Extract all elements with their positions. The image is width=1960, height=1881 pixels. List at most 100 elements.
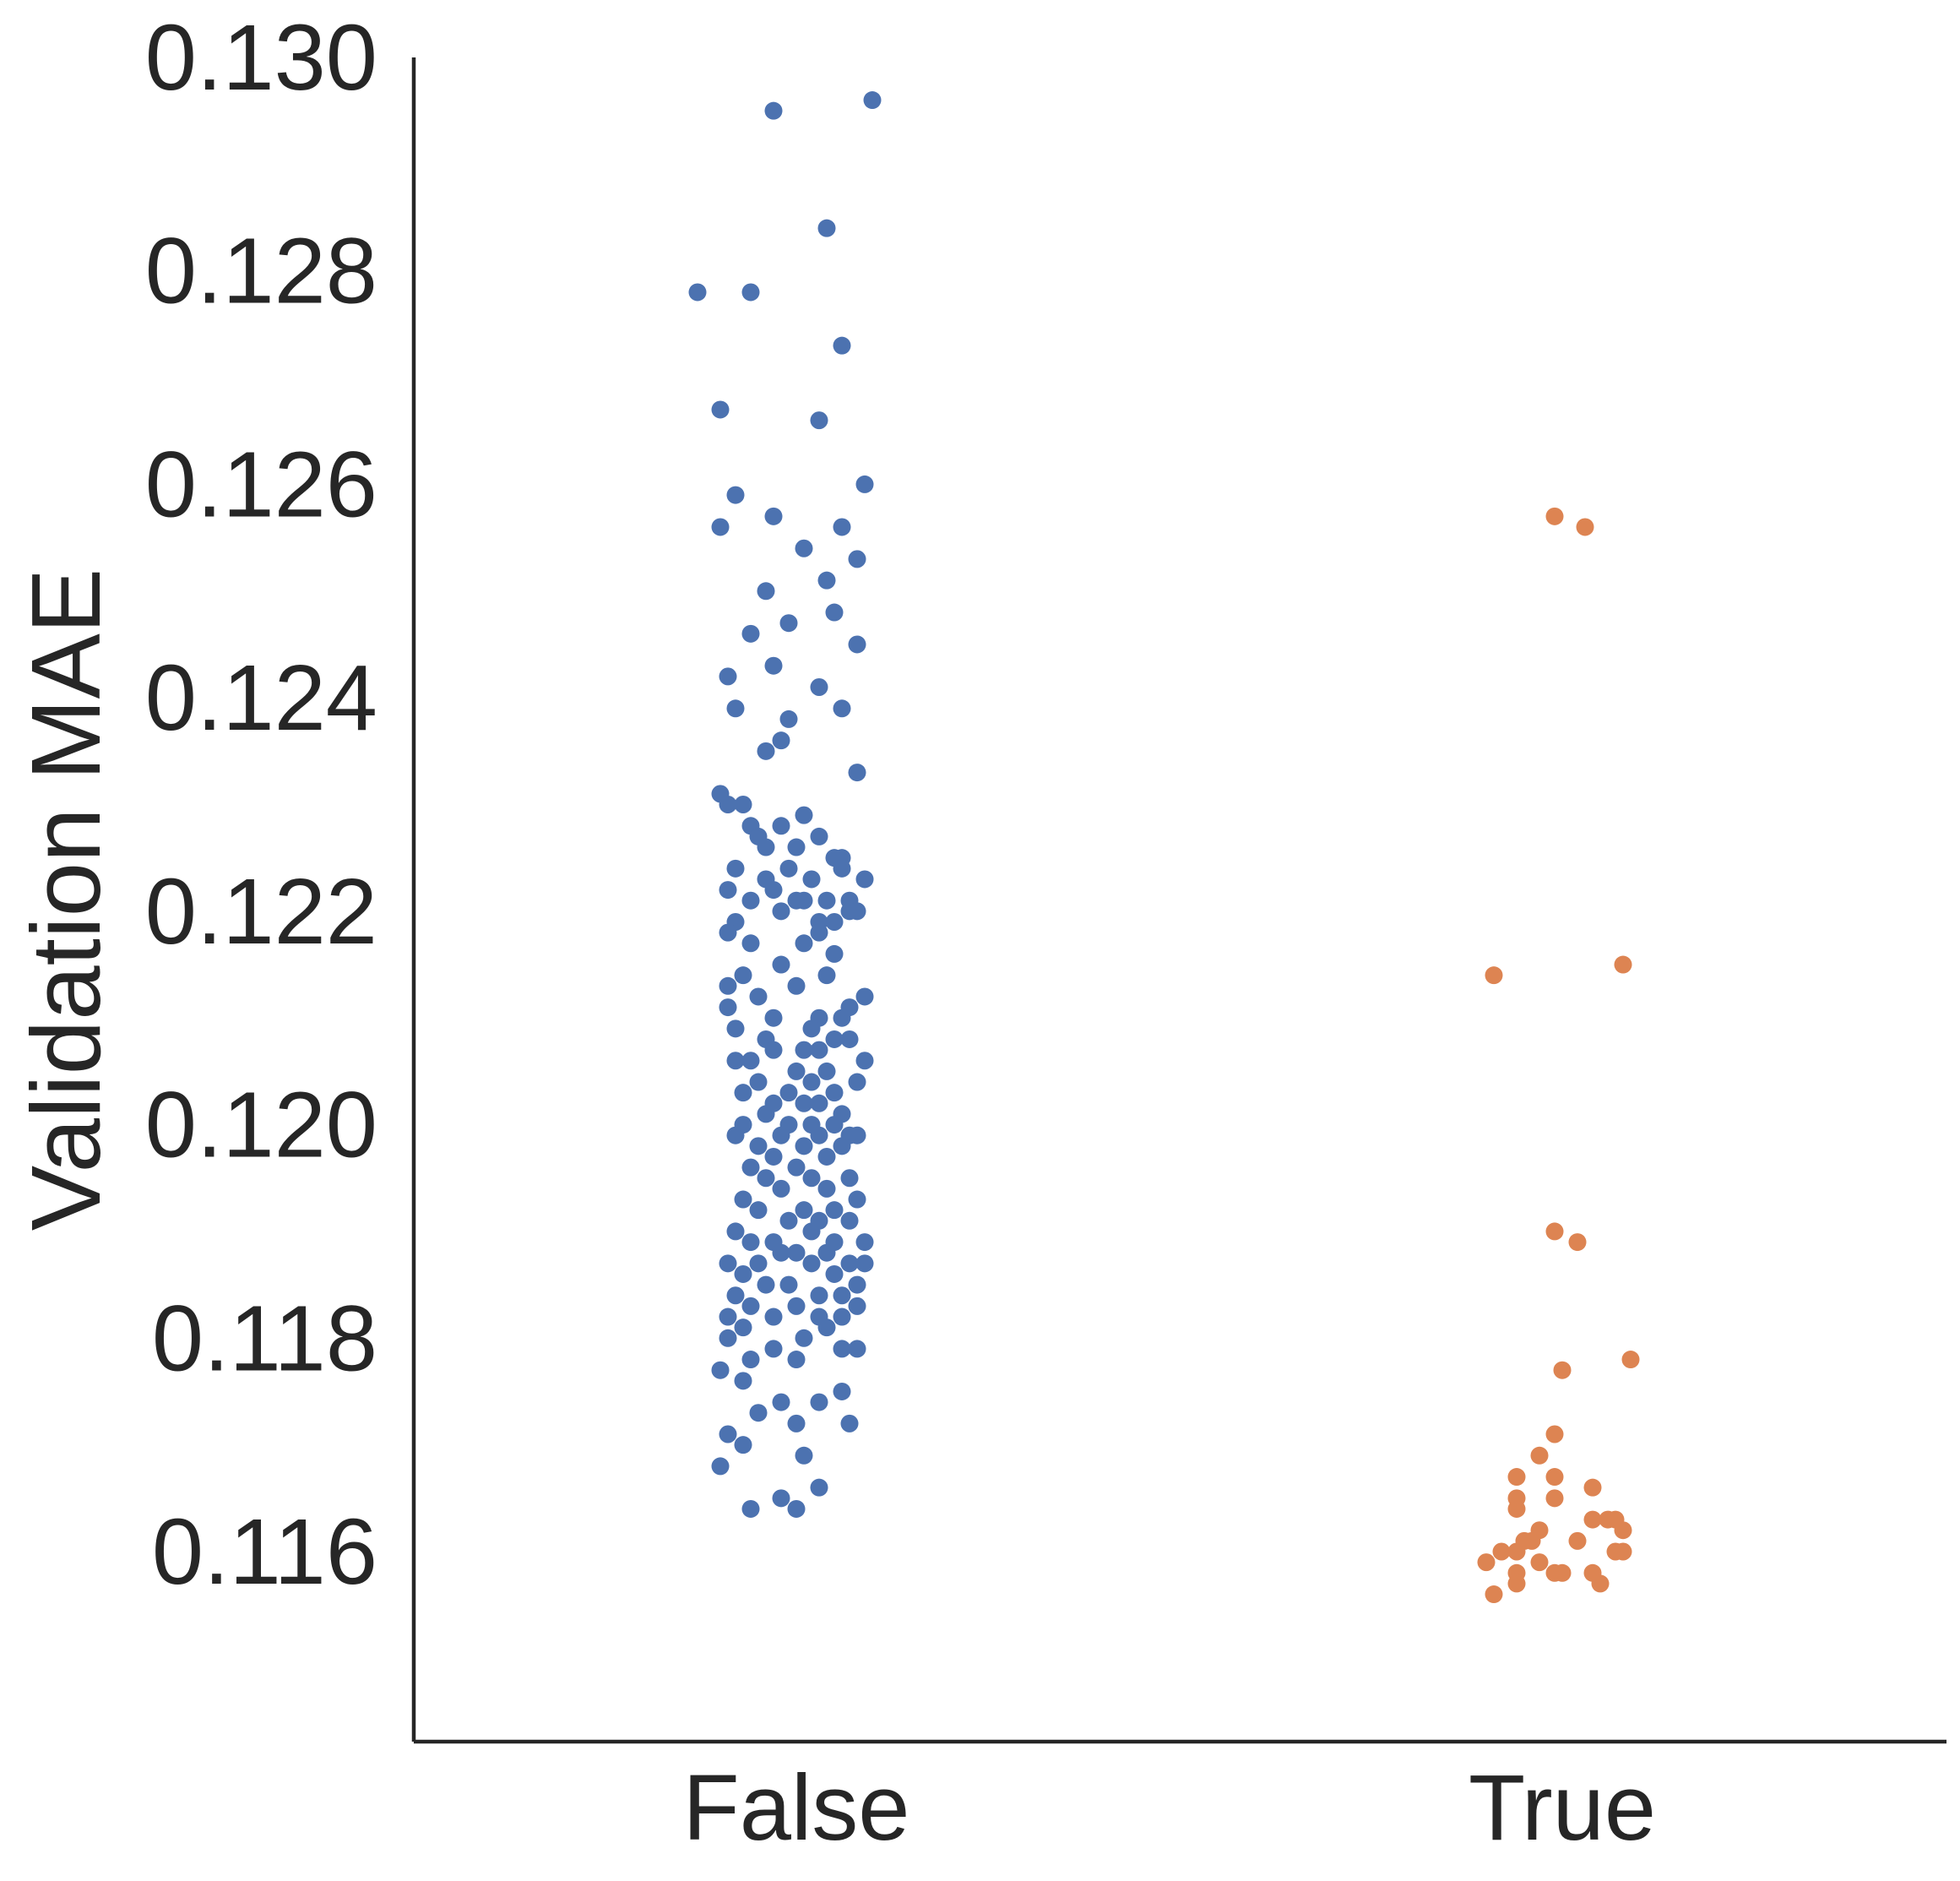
data-point bbox=[855, 1233, 874, 1252]
data-point bbox=[787, 1414, 806, 1432]
data-point bbox=[757, 1275, 775, 1294]
data-point bbox=[787, 976, 806, 995]
data-point bbox=[810, 827, 828, 845]
data-point bbox=[1485, 1585, 1503, 1604]
data-point bbox=[1485, 966, 1503, 985]
data-point bbox=[719, 667, 737, 686]
data-point bbox=[1507, 1563, 1526, 1582]
y-axis-label: Validation MAE bbox=[11, 568, 121, 1231]
data-point bbox=[817, 891, 836, 910]
data-point bbox=[802, 1073, 821, 1091]
y-tick-label: 0.122 bbox=[145, 860, 377, 964]
data-point bbox=[810, 1286, 828, 1305]
data-point bbox=[848, 1275, 866, 1294]
data-point bbox=[764, 507, 783, 525]
series-true bbox=[1477, 507, 1640, 1604]
data-point bbox=[848, 764, 866, 782]
data-point bbox=[795, 934, 813, 953]
data-point bbox=[734, 796, 752, 813]
data-point bbox=[795, 806, 813, 824]
data-point bbox=[741, 283, 760, 302]
data-point bbox=[772, 1126, 790, 1144]
data-point bbox=[741, 1297, 760, 1315]
data-point bbox=[741, 1158, 760, 1177]
data-point bbox=[848, 1297, 866, 1315]
x-tick-labels: False True bbox=[683, 1756, 1657, 1860]
data-point bbox=[833, 1340, 851, 1358]
data-point bbox=[734, 1190, 752, 1209]
data-point bbox=[726, 1052, 745, 1070]
y-tick-label: 0.118 bbox=[152, 1286, 377, 1390]
data-point bbox=[1583, 1478, 1602, 1497]
data-point bbox=[817, 1318, 836, 1337]
data-point bbox=[848, 1340, 866, 1358]
data-point bbox=[817, 1062, 836, 1080]
data-point bbox=[817, 1179, 836, 1198]
data-point bbox=[825, 1084, 844, 1102]
data-point bbox=[840, 1254, 859, 1273]
data-point bbox=[749, 1404, 768, 1422]
data-point bbox=[1492, 1542, 1511, 1561]
data-point bbox=[833, 699, 851, 718]
y-tick-label: 0.120 bbox=[145, 1074, 377, 1177]
data-point bbox=[719, 923, 737, 942]
data-point bbox=[795, 1137, 813, 1155]
data-point bbox=[817, 219, 836, 237]
data-point bbox=[833, 1137, 851, 1155]
data-point bbox=[734, 1372, 752, 1390]
data-point bbox=[1583, 1510, 1602, 1529]
series-false bbox=[688, 91, 882, 1518]
data-point bbox=[848, 550, 866, 568]
data-point bbox=[795, 891, 813, 910]
data-point bbox=[772, 731, 790, 750]
data-point bbox=[1545, 1425, 1564, 1443]
data-point bbox=[719, 1425, 737, 1443]
data-point bbox=[764, 1041, 783, 1059]
data-point bbox=[1568, 1233, 1587, 1252]
data-point bbox=[863, 91, 882, 110]
data-point bbox=[779, 614, 798, 633]
data-point bbox=[855, 987, 874, 1006]
data-point bbox=[734, 1436, 752, 1454]
data-point bbox=[1576, 518, 1594, 536]
data-point bbox=[749, 1201, 768, 1220]
data-point bbox=[764, 881, 783, 900]
data-point bbox=[840, 1211, 859, 1230]
data-point bbox=[787, 1499, 806, 1518]
data-point bbox=[833, 336, 851, 355]
data-point bbox=[764, 101, 783, 120]
data-point bbox=[719, 796, 737, 813]
data-point bbox=[757, 1169, 775, 1188]
data-point bbox=[1621, 1351, 1640, 1369]
data-point bbox=[726, 1286, 745, 1305]
data-point bbox=[726, 486, 745, 504]
data-point bbox=[757, 582, 775, 601]
data-point bbox=[825, 1116, 844, 1134]
data-point bbox=[802, 870, 821, 889]
data-point bbox=[1507, 1542, 1526, 1561]
data-point bbox=[1530, 1553, 1549, 1572]
x-tick-label-false: False bbox=[683, 1756, 910, 1860]
data-point bbox=[802, 1254, 821, 1273]
data-point bbox=[810, 923, 828, 942]
data-point bbox=[719, 1329, 737, 1347]
data-point bbox=[741, 624, 760, 643]
data-point bbox=[719, 976, 737, 995]
data-point bbox=[817, 1147, 836, 1166]
data-point bbox=[810, 678, 828, 697]
data-point bbox=[772, 955, 790, 974]
points-layer bbox=[688, 91, 1640, 1604]
data-point bbox=[772, 1179, 790, 1198]
data-point bbox=[772, 1393, 790, 1411]
data-point bbox=[726, 859, 745, 878]
data-point bbox=[787, 1062, 806, 1080]
data-point bbox=[1530, 1446, 1549, 1465]
data-point bbox=[764, 1307, 783, 1326]
data-point bbox=[779, 709, 798, 728]
data-point bbox=[741, 1351, 760, 1369]
data-point bbox=[772, 902, 790, 921]
data-point bbox=[833, 1307, 851, 1326]
data-point bbox=[726, 699, 745, 718]
y-tick-label: 0.116 bbox=[152, 1500, 377, 1604]
